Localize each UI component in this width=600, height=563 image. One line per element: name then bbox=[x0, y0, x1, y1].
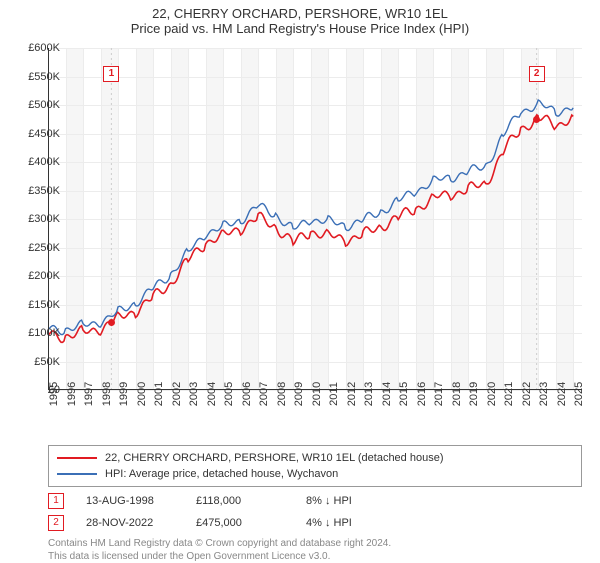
x-tick-label: 2008 bbox=[276, 382, 288, 406]
title-line-2: Price paid vs. HM Land Registry's House … bbox=[0, 21, 600, 36]
legend-label: HPI: Average price, detached house, Wych… bbox=[105, 468, 338, 480]
chart-area: 12 bbox=[48, 48, 582, 390]
y-tick-label: £600K bbox=[28, 42, 60, 54]
legend-and-footer: 22, CHERRY ORCHARD, PERSHORE, WR10 1EL (… bbox=[48, 445, 582, 563]
x-tick-label: 2025 bbox=[573, 382, 585, 406]
footer-line: This data is licensed under the Open Gov… bbox=[48, 550, 582, 563]
y-tick-label: £100K bbox=[28, 327, 60, 339]
y-tick-label: £350K bbox=[28, 185, 60, 197]
x-tick-label: 2022 bbox=[521, 382, 533, 406]
x-tick-label: 2023 bbox=[538, 382, 550, 406]
marker-icon: 2 bbox=[48, 515, 64, 531]
sale-date: 28-NOV-2022 bbox=[86, 517, 196, 529]
x-tick-label: 2020 bbox=[486, 382, 498, 406]
footer-attribution: Contains HM Land Registry data © Crown c… bbox=[48, 537, 582, 563]
x-tick-label: 2014 bbox=[381, 382, 393, 406]
sale-row: 1 13-AUG-1998 £118,000 8% ↓ HPI bbox=[48, 493, 582, 509]
x-tick-label: 2015 bbox=[398, 382, 410, 406]
sale-dot bbox=[533, 116, 540, 123]
legend-swatch bbox=[57, 457, 97, 459]
x-tick-label: 2018 bbox=[451, 382, 463, 406]
legend-swatch bbox=[57, 473, 97, 475]
y-tick-label: £150K bbox=[28, 299, 60, 311]
x-tick-label: 2024 bbox=[556, 382, 568, 406]
sale-diff: 4% ↓ HPI bbox=[306, 517, 416, 529]
x-tick-label: 2002 bbox=[171, 382, 183, 406]
series-line bbox=[48, 100, 573, 335]
marker-icon: 1 bbox=[103, 66, 119, 82]
x-tick-label: 2016 bbox=[416, 382, 428, 406]
x-tick-label: 1999 bbox=[118, 382, 130, 406]
y-tick-label: £250K bbox=[28, 242, 60, 254]
footer-line: Contains HM Land Registry data © Crown c… bbox=[48, 537, 582, 550]
sale-price: £475,000 bbox=[196, 517, 306, 529]
x-tick-label: 2003 bbox=[188, 382, 200, 406]
x-tick-label: 2000 bbox=[136, 382, 148, 406]
x-tick-label: 2012 bbox=[346, 382, 358, 406]
title-block: 22, CHERRY ORCHARD, PERSHORE, WR10 1EL P… bbox=[0, 0, 600, 38]
x-tick-label: 2005 bbox=[223, 382, 235, 406]
x-tick-label: 1996 bbox=[66, 382, 78, 406]
legend-row: HPI: Average price, detached house, Wych… bbox=[57, 466, 573, 482]
y-tick-label: £300K bbox=[28, 213, 60, 225]
x-tick-label: 2017 bbox=[433, 382, 445, 406]
y-tick-label: £450K bbox=[28, 128, 60, 140]
title-line-1: 22, CHERRY ORCHARD, PERSHORE, WR10 1EL bbox=[0, 6, 600, 21]
sale-date: 13-AUG-1998 bbox=[86, 495, 196, 507]
legend-label: 22, CHERRY ORCHARD, PERSHORE, WR10 1EL (… bbox=[105, 452, 443, 464]
x-tick-label: 2009 bbox=[293, 382, 305, 406]
x-tick-label: 2021 bbox=[503, 382, 515, 406]
x-tick-label: 1995 bbox=[48, 382, 60, 406]
x-tick-label: 2010 bbox=[311, 382, 323, 406]
x-tick-label: 2019 bbox=[468, 382, 480, 406]
series-line bbox=[48, 115, 573, 342]
x-tick-label: 2011 bbox=[328, 382, 340, 406]
x-tick-label: 1998 bbox=[101, 382, 113, 406]
y-tick-label: £550K bbox=[28, 71, 60, 83]
legend-box: 22, CHERRY ORCHARD, PERSHORE, WR10 1EL (… bbox=[48, 445, 582, 487]
marker-icon: 2 bbox=[529, 66, 545, 82]
y-tick-label: £200K bbox=[28, 270, 60, 282]
sale-price: £118,000 bbox=[196, 495, 306, 507]
x-tick-label: 2001 bbox=[153, 382, 165, 406]
x-tick-label: 2006 bbox=[241, 382, 253, 406]
chart-container: 22, CHERRY ORCHARD, PERSHORE, WR10 1EL P… bbox=[0, 0, 600, 560]
x-tick-label: 2007 bbox=[258, 382, 270, 406]
legend-row: 22, CHERRY ORCHARD, PERSHORE, WR10 1EL (… bbox=[57, 450, 573, 466]
sale-row: 2 28-NOV-2022 £475,000 4% ↓ HPI bbox=[48, 515, 582, 531]
x-tick-label: 2013 bbox=[363, 382, 375, 406]
y-tick-label: £400K bbox=[28, 156, 60, 168]
line-series-svg bbox=[48, 48, 582, 390]
sale-diff: 8% ↓ HPI bbox=[306, 495, 416, 507]
x-tick-label: 2004 bbox=[206, 382, 218, 406]
y-tick-label: £50K bbox=[34, 356, 60, 368]
y-tick-label: £500K bbox=[28, 99, 60, 111]
x-tick-label: 1997 bbox=[83, 382, 95, 406]
marker-icon: 1 bbox=[48, 493, 64, 509]
